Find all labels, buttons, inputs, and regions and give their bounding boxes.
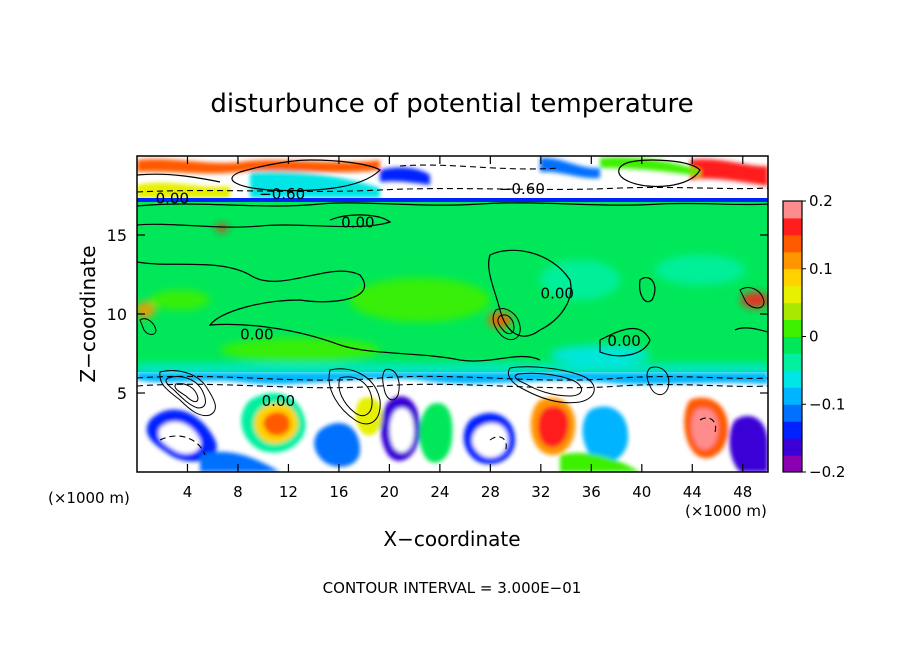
colorbar-swatch — [783, 438, 802, 456]
colorbar-swatch — [783, 336, 802, 354]
contour-label: 0.00 — [262, 392, 295, 410]
x-tick-label: 40 — [632, 483, 651, 501]
colorbar-swatch — [783, 201, 802, 219]
colorbar-ticks: 0.2 0.1 0 −0.1 −0.2 — [802, 192, 845, 481]
contour-label: −0.60 — [499, 180, 545, 198]
dashed-contours — [137, 164, 768, 456]
y-tick-label: 10 — [107, 305, 127, 324]
colorbar-swatch — [783, 455, 802, 473]
colorbar-tick-label: 0.2 — [809, 192, 833, 210]
y-tick-label: 15 — [107, 226, 127, 245]
contour-label: 0.00 — [341, 213, 374, 231]
y-axis-label: Z−coordinate — [76, 245, 100, 382]
contour-label: 0.00 — [156, 190, 189, 208]
x-axis-unit-right: (×1000 m) — [685, 502, 767, 520]
x-axis-ticks: 4 8 12 16 20 24 28 32 36 40 44 48 — [183, 156, 752, 501]
x-tick-label: 8 — [233, 483, 243, 501]
contour-label: −0.60 — [259, 185, 305, 203]
x-tick-label: 44 — [683, 483, 702, 501]
dense-contour-clusters — [139, 287, 765, 425]
contour-label: 0.00 — [541, 284, 574, 302]
colorbar-tick-label: 0.1 — [809, 260, 833, 278]
contour-label: 0.00 — [607, 332, 640, 350]
colorbar-swatch — [783, 370, 802, 388]
colorbar-swatch — [783, 217, 802, 236]
colorbar-swatch — [783, 319, 802, 337]
x-tick-label: 48 — [733, 483, 752, 501]
colorbar-tick-label: 0 — [809, 328, 819, 346]
contour-label: 0.00 — [240, 326, 273, 344]
x-tick-label: 36 — [582, 483, 601, 501]
x-tick-label: 16 — [329, 483, 348, 501]
x-axis-unit-left: (×1000 m) — [48, 489, 130, 507]
colorbar-tick-label: −0.2 — [809, 463, 845, 481]
y-axis-ticks: 5 10 15 — [107, 226, 768, 403]
contour-lines — [137, 159, 768, 362]
colorbar-swatch — [783, 387, 802, 405]
lower-turbulent-layer — [137, 372, 768, 472]
plot-area: 0.00 −0.60 −0.60 0.00 0.00 0.00 0.00 0.00 — [137, 156, 768, 472]
colorbar-swatch — [783, 353, 802, 371]
colorbar-tick-label: −0.1 — [809, 395, 845, 413]
colorbar-swatch — [783, 421, 802, 439]
y-tick-label: 5 — [117, 384, 127, 403]
upper-band — [137, 156, 768, 202]
x-tick-label: 4 — [183, 483, 193, 501]
contour-labels: 0.00 −0.60 −0.60 0.00 0.00 0.00 0.00 0.00 — [156, 180, 641, 410]
x-tick-label: 24 — [430, 483, 449, 501]
x-tick-label: 20 — [380, 483, 399, 501]
x-tick-label: 28 — [481, 483, 500, 501]
colorbar-swatch — [783, 268, 802, 287]
colorbar-swatch — [783, 404, 802, 422]
x-tick-label: 12 — [279, 483, 298, 501]
colorbar-swatch — [783, 251, 802, 270]
mid-layer-patches — [137, 224, 768, 372]
chart-title: disturbunce of potential temperature — [210, 89, 693, 119]
colorbar-swatch — [783, 234, 802, 253]
colorbar-swatch — [783, 302, 802, 321]
x-axis-label: X−coordinate — [383, 527, 520, 551]
colorbar — [783, 201, 802, 473]
contour-interval-note: CONTOUR INTERVAL = 3.000E−01 — [323, 579, 582, 597]
x-tick-label: 32 — [531, 483, 550, 501]
colorbar-swatch — [783, 285, 802, 304]
